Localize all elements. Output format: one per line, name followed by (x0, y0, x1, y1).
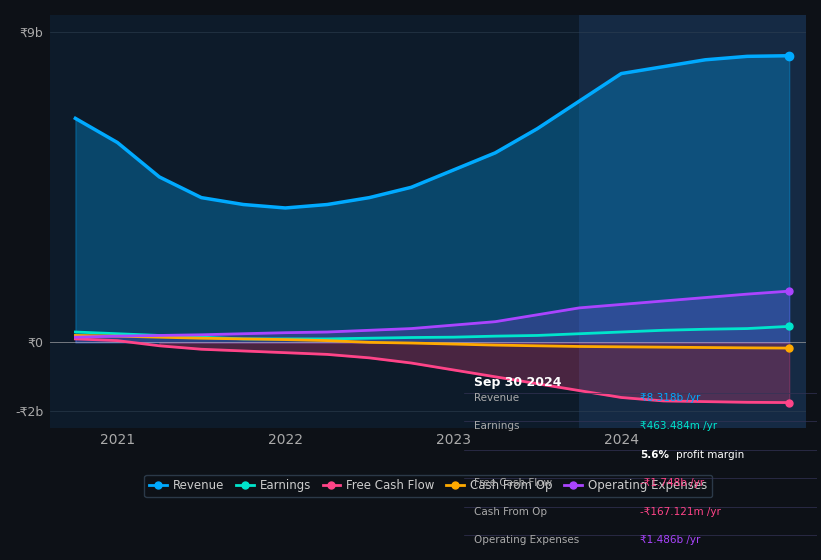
Text: 5.6%: 5.6% (640, 450, 669, 460)
Legend: Revenue, Earnings, Free Cash Flow, Cash From Op, Operating Expenses: Revenue, Earnings, Free Cash Flow, Cash … (144, 474, 712, 497)
Bar (580, 15, 806, 428)
Text: Earnings: Earnings (475, 421, 520, 431)
Text: profit margin: profit margin (676, 450, 744, 460)
Text: ₹1.486b /yr: ₹1.486b /yr (640, 535, 701, 545)
Text: ₹463.484m /yr: ₹463.484m /yr (640, 421, 718, 431)
Text: -₹167.121m /yr: -₹167.121m /yr (640, 507, 722, 517)
Text: ₹8.318b /yr: ₹8.318b /yr (640, 393, 701, 403)
Text: Free Cash Flow: Free Cash Flow (475, 478, 553, 488)
Text: Revenue: Revenue (475, 393, 520, 403)
Text: Sep 30 2024: Sep 30 2024 (475, 376, 562, 389)
Text: Operating Expenses: Operating Expenses (475, 535, 580, 545)
Text: Cash From Op: Cash From Op (475, 507, 548, 517)
Text: -₹1.748b /yr: -₹1.748b /yr (640, 478, 704, 488)
